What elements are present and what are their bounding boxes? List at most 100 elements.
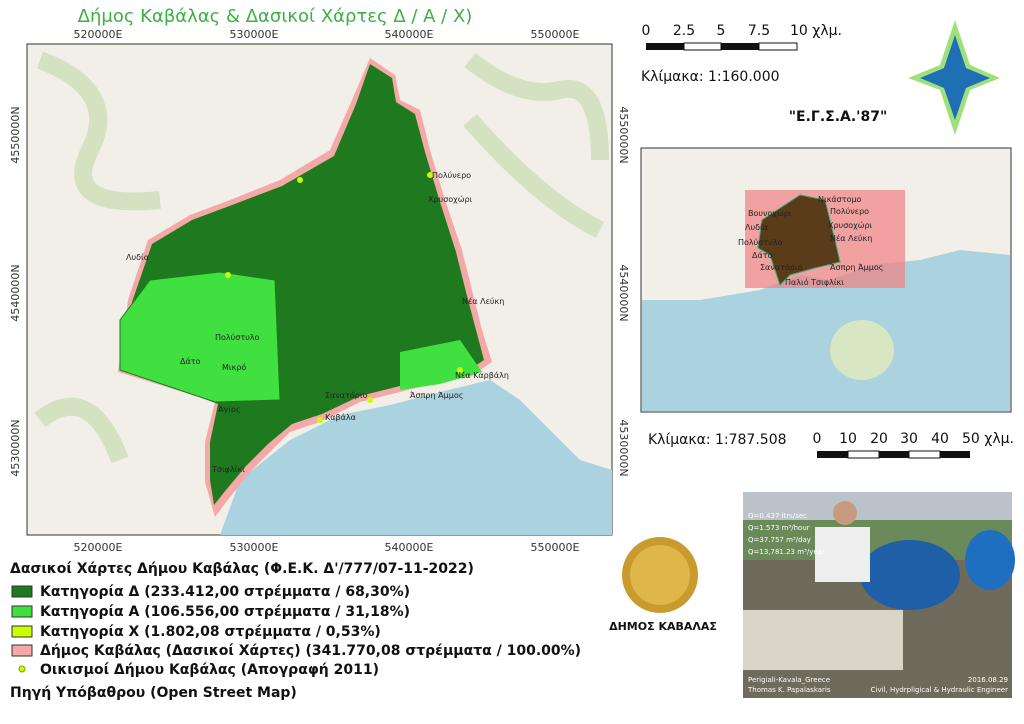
grid-label: 4530000N: [617, 419, 630, 476]
legend-item: Δήμος Καβάλας (Δασικοί Χάρτες) (341.770,…: [40, 643, 581, 659]
legend-swatch: [11, 625, 33, 638]
scale-label: 40: [931, 431, 949, 447]
scale-segment: [683, 42, 722, 51]
legend-swatch: [11, 644, 33, 657]
scale-segment: [646, 43, 684, 50]
photo-text: Civil, Hydrpligical & Hydraulic Engineer: [871, 686, 1008, 694]
legend-item: Κατηγορία Δ (233.412,00 στρέμματα / 68,3…: [40, 584, 410, 600]
compass: [908, 20, 1000, 135]
legend-swatch: [11, 605, 33, 618]
scale-text: Κλίμακα: 1:787.508: [648, 432, 787, 448]
grid-label: 520000E: [74, 541, 123, 554]
scale-segment: [847, 450, 880, 459]
place-label: Νέα Καρβάλη: [455, 370, 509, 380]
scale-bar: 0 2.5 5 7.5 10 χλμ. Κλίμακα: 1:160.000 "…: [641, 23, 887, 125]
scale-label: 10: [839, 431, 857, 447]
grid-label: 4530000N: [9, 419, 22, 476]
logo: ΔΗΜΟΣ ΚΑΒΑΛΑΣ: [609, 537, 717, 633]
grid-label: 4550000N: [9, 106, 22, 163]
place-label: Παλιό Τσιφλίκι: [785, 277, 844, 287]
scale-segment: [908, 450, 941, 459]
logo-caption: ΔΗΜΟΣ ΚΑΒΑΛΑΣ: [609, 620, 717, 633]
place-label: Βουνοχώρι: [748, 208, 792, 218]
place-label: Λυδία: [126, 253, 149, 262]
scale-label: 0: [813, 431, 822, 447]
place-label: Σανατόριο: [760, 262, 803, 272]
scale-label: 5: [717, 23, 726, 39]
legend: Δασικοί Χάρτες Δήμου Καβάλας (Φ.Ε.Κ. Δ'/…: [10, 561, 581, 701]
vegetation: [34, 51, 609, 464]
photo-text: Q=0.437 ltrs/sec: [748, 512, 807, 520]
scale-label: 10 χλμ.: [790, 23, 842, 39]
scale-label: 0: [642, 23, 651, 39]
photo-text: Perigiali-Kavala_Greece: [748, 676, 830, 684]
scale-text: Κλίμακα: 1:160.000: [641, 69, 780, 85]
scale-segment: [879, 451, 909, 458]
scale-label: 7.5: [748, 23, 770, 39]
grid-label: 530000E: [230, 541, 279, 554]
place-label: Άσπρη Άμμος: [830, 263, 883, 272]
place-label: Δάτο: [752, 251, 773, 260]
place-label: Άγιος: [218, 405, 241, 414]
scale-segment: [817, 451, 848, 458]
place-label: Νικάστομο: [818, 195, 862, 204]
scale-label: 2.5: [673, 23, 695, 39]
grid-label: 4540000N: [9, 264, 22, 321]
legend-item: Κατηγορία Χ (1.802,08 στρέμματα / 0,53%): [40, 624, 381, 640]
settlement: [317, 417, 323, 423]
place-label: Σανατόριο: [325, 390, 368, 400]
municipality: [757, 194, 841, 286]
scale-segment: [758, 42, 798, 51]
photo-text: 2016.08.29: [968, 676, 1008, 684]
scale-label: 30: [900, 431, 918, 447]
legend-swatch: [18, 665, 26, 673]
category-a: [400, 340, 482, 390]
legend-item: Κατηγορία Α (106.556,00 στρέμματα / 31,1…: [40, 604, 410, 620]
legend-title: Δασικοί Χάρτες Δήμου Καβάλας (Φ.Ε.Κ. Δ'/…: [10, 561, 474, 577]
place-label: Πολύστυλο: [738, 237, 783, 247]
grid-label: 540000E: [385, 541, 434, 554]
settlement: [457, 367, 463, 373]
category-a: [119, 271, 281, 403]
settlement: [225, 272, 231, 278]
scale-label: 50 χλμ.: [962, 431, 1014, 447]
photo: Q=0.437 ltrs/sec Q=1.573 m³/hour Q=37.75…: [743, 492, 1015, 698]
inset-map: Βουνοχώρι Λυδία Πολύστυλο Δάτο Σανατόριο…: [640, 147, 1012, 413]
legend-item: Οικισμοί Δήμου Καβάλας (Απογραφή 2011): [40, 662, 379, 678]
scale-segment: [940, 451, 970, 458]
source: Πηγή Υπόβαθρου (Open Street Map): [10, 685, 297, 701]
grid-label: 4540000N: [617, 264, 630, 321]
photo-text: Q=1.573 m³/hour: [748, 524, 810, 532]
island: [830, 320, 894, 380]
place-label: Δάτο: [180, 357, 201, 366]
photo-text: Q=13,781.23 m³/year: [748, 548, 825, 556]
place-label: Χρυσοχώρι: [828, 220, 873, 230]
place-label: Πολύνερο: [830, 206, 869, 216]
grid-label: 530000E: [230, 28, 279, 41]
place-label: Χρυσοχώρι: [428, 194, 473, 204]
inset-scale: Κλίμακα: 1:787.508 0 10 20 30 40 50 χλμ.: [648, 431, 1014, 459]
place-label: Καβάλα: [325, 413, 356, 422]
sea: [642, 250, 1010, 411]
photo-text: Q=37.757 m³/day: [748, 536, 811, 544]
scale-segment: [721, 43, 759, 50]
scale-label: 20: [870, 431, 888, 447]
place-label: Πολύνερο: [432, 170, 471, 180]
settlement: [297, 177, 303, 183]
main-map: Πολύνερο Χρυσοχώρι Λυδία Πολύστυλο Δάτο …: [9, 28, 630, 554]
photo-text: Thomas K. Papalaskaris: [747, 686, 831, 694]
place-label: Λυδία: [745, 223, 768, 232]
sea: [220, 380, 612, 535]
title: Δήμος Καβάλας & Δασικοί Χάρτες Δ / Α / Χ…: [78, 6, 473, 27]
place-label: Νέα Λεύκη: [830, 233, 872, 243]
grid-label: 550000E: [531, 28, 580, 41]
legend-swatch: [11, 585, 33, 598]
settlement: [427, 172, 433, 178]
place-label: Πολύστυλο: [215, 332, 260, 342]
settlement: [367, 397, 373, 403]
grid-label: 520000E: [74, 28, 123, 41]
place-label: Μικρό: [222, 362, 246, 372]
place-label: Νέα Λεύκη: [462, 296, 504, 306]
grid-label: 540000E: [385, 28, 434, 41]
